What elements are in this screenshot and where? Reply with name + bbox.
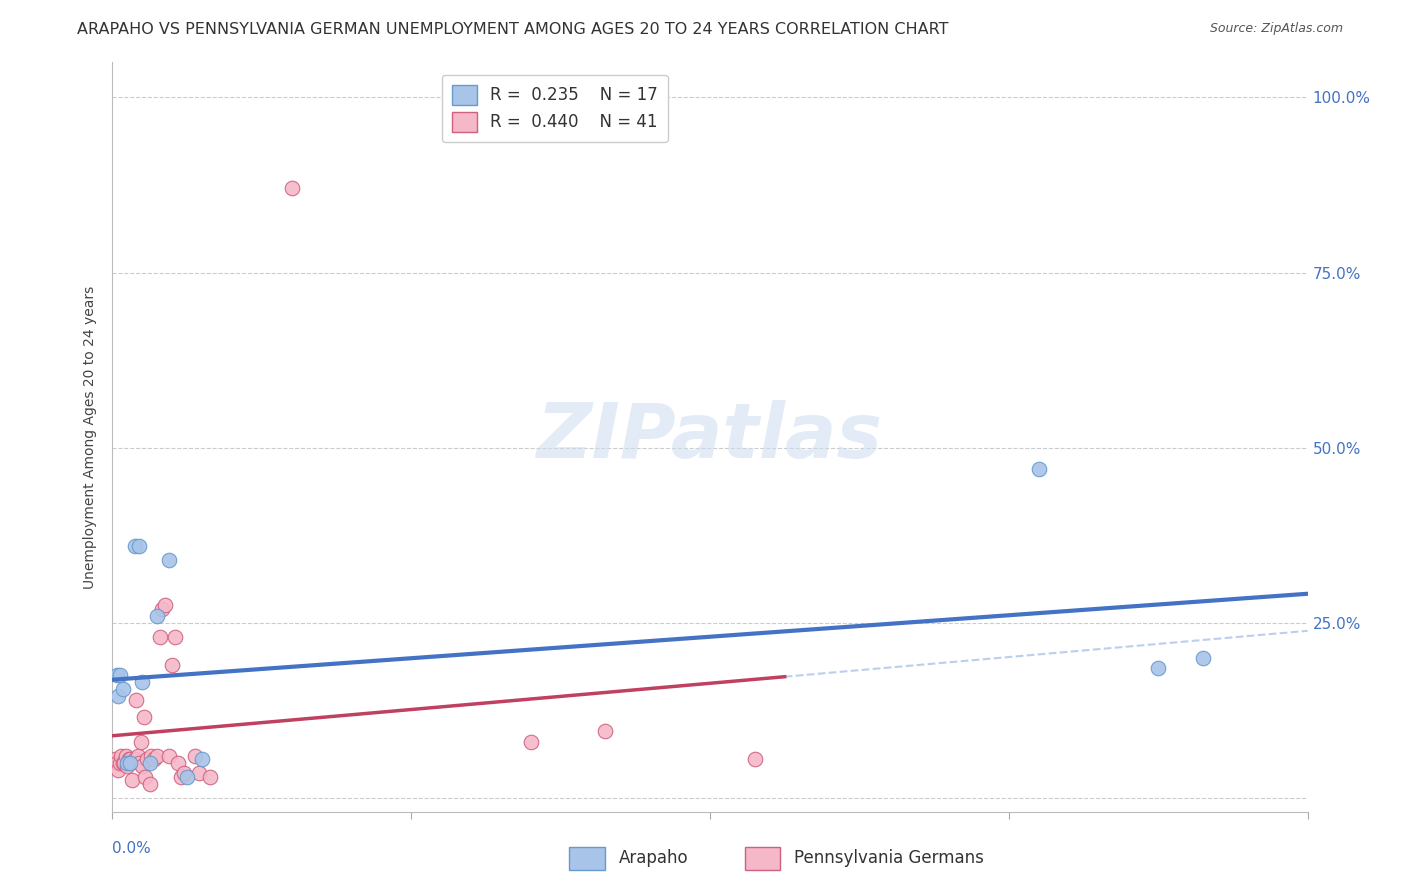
Point	[139, 777, 162, 791]
Point	[115, 748, 138, 763]
Text: 0.0%: 0.0%	[112, 841, 152, 856]
Point	[157, 748, 180, 763]
Point	[111, 682, 134, 697]
Legend: R =  0.235    N = 17, R =  0.440    N = 41: R = 0.235 N = 17, R = 0.440 N = 41	[441, 75, 668, 142]
Point	[135, 752, 157, 766]
Text: Source: ZipAtlas.com: Source: ZipAtlas.com	[1209, 22, 1343, 36]
Point	[120, 752, 142, 766]
Point	[1147, 661, 1170, 675]
Point	[188, 766, 211, 780]
Text: ARAPAHO VS PENNSYLVANIA GERMAN UNEMPLOYMENT AMONG AGES 20 TO 24 YEARS CORRELATIO: ARAPAHO VS PENNSYLVANIA GERMAN UNEMPLOYM…	[77, 22, 949, 37]
Point	[162, 657, 183, 672]
Point	[198, 770, 221, 784]
Point	[153, 598, 176, 612]
Point	[129, 734, 152, 748]
Point	[110, 748, 132, 763]
Point	[165, 630, 187, 644]
Point	[146, 608, 169, 623]
Point	[107, 689, 129, 703]
Point	[105, 756, 128, 770]
Point	[131, 759, 153, 773]
Point	[167, 756, 190, 770]
Point	[157, 552, 180, 566]
Point	[117, 756, 139, 770]
Point	[111, 756, 134, 770]
Point	[595, 724, 617, 739]
Point	[124, 539, 146, 553]
Text: Pennsylvania Germans: Pennsylvania Germans	[794, 849, 984, 867]
Point	[191, 752, 214, 766]
Y-axis label: Unemployment Among Ages 20 to 24 years: Unemployment Among Ages 20 to 24 years	[83, 285, 97, 589]
Point	[520, 734, 543, 748]
Point	[120, 756, 142, 770]
Point	[173, 766, 195, 780]
Point	[149, 630, 172, 644]
Point	[128, 756, 150, 770]
Point	[114, 756, 135, 770]
Point	[124, 752, 146, 766]
Point	[141, 748, 163, 763]
Point	[108, 756, 131, 770]
Point	[176, 770, 198, 784]
Point	[104, 752, 127, 766]
Point	[127, 748, 149, 763]
Point	[132, 710, 155, 724]
Point	[281, 181, 304, 195]
Text: ZIPatlas: ZIPatlas	[537, 401, 883, 474]
Point	[134, 770, 156, 784]
Point	[183, 748, 205, 763]
Point	[128, 539, 150, 553]
Point	[143, 752, 166, 766]
Point	[1192, 650, 1215, 665]
Point	[170, 770, 193, 784]
Point	[121, 773, 143, 788]
Point	[125, 692, 148, 706]
Point	[1028, 461, 1050, 475]
Point	[139, 756, 162, 770]
Point	[150, 601, 173, 615]
Text: Arapaho: Arapaho	[619, 849, 689, 867]
Point	[118, 752, 141, 766]
Point	[107, 763, 129, 777]
Point	[744, 752, 766, 766]
Point	[108, 668, 131, 682]
Point	[117, 759, 139, 773]
Point	[105, 668, 128, 682]
Point	[131, 675, 153, 690]
Point	[146, 748, 169, 763]
